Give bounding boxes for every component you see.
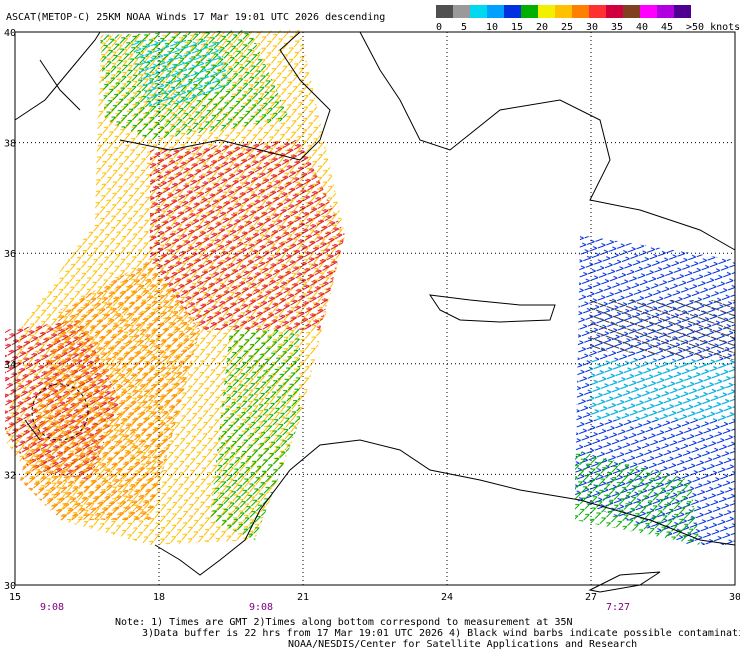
colorbar-swatch xyxy=(640,5,657,18)
colorbar-label: 25 xyxy=(561,22,573,33)
colorbar-label: >50 knots xyxy=(686,22,740,33)
note: NOAA/NESDIS/Center for Satellite Applica… xyxy=(288,639,637,650)
colorbar-swatch xyxy=(623,5,640,18)
colorbar-swatch xyxy=(572,5,589,18)
colorbar-swatch xyxy=(470,5,487,18)
pass-time: 9:08 xyxy=(40,602,64,613)
colorbar-label: 15 xyxy=(511,22,523,33)
colorbar-label: 20 xyxy=(536,22,548,33)
lon-label: 24 xyxy=(441,592,453,603)
lat-label: 32 xyxy=(4,470,16,481)
colorbar-label: 40 xyxy=(636,22,648,33)
colorbar-label: 30 xyxy=(586,22,598,33)
title: ASCAT(METOP-C) 25KM NOAA Winds 17 Mar 19… xyxy=(6,12,385,23)
colorbar-swatch xyxy=(521,5,538,18)
colorbar-swatch xyxy=(436,5,453,18)
lat-label: 40 xyxy=(4,28,16,39)
note: Note: 1) Times are GMT 2)Times along bot… xyxy=(115,617,573,628)
lon-label: 27 xyxy=(585,592,597,603)
map-frame xyxy=(14,31,736,586)
colorbar-swatch xyxy=(538,5,555,18)
lat-label: 30 xyxy=(4,581,16,592)
colorbar-swatch xyxy=(453,5,470,18)
colorbar-swatch xyxy=(589,5,606,18)
coastlines xyxy=(14,31,736,593)
colorbar-swatch xyxy=(487,5,504,18)
colorbar-label: 10 xyxy=(486,22,498,33)
colorbar-swatch xyxy=(674,5,691,18)
colorbar-label: 35 xyxy=(611,22,623,33)
lat-label: 36 xyxy=(4,249,16,260)
lon-label: 15 xyxy=(9,592,21,603)
lon-label: 21 xyxy=(297,592,309,603)
colorbar-swatch xyxy=(504,5,521,18)
colorbar-label: 5 xyxy=(461,22,467,33)
wind-swaths xyxy=(5,30,735,545)
colorbar-label: 0 xyxy=(436,22,442,33)
lat-label: 34 xyxy=(4,360,16,371)
lon-label: 30 xyxy=(729,592,740,603)
pass-time: 9:08 xyxy=(249,602,273,613)
lon-label: 18 xyxy=(153,592,165,603)
lat-label: 38 xyxy=(4,139,16,150)
colorbar-swatch xyxy=(555,5,572,18)
colorbar-swatch xyxy=(606,5,623,18)
colorbar-label: 45 xyxy=(661,22,673,33)
colorbar-swatch xyxy=(657,5,674,18)
note: 3)Data buffer is 22 hrs from 17 Mar 19:0… xyxy=(142,628,740,639)
pass-time: 7:27 xyxy=(606,602,630,613)
